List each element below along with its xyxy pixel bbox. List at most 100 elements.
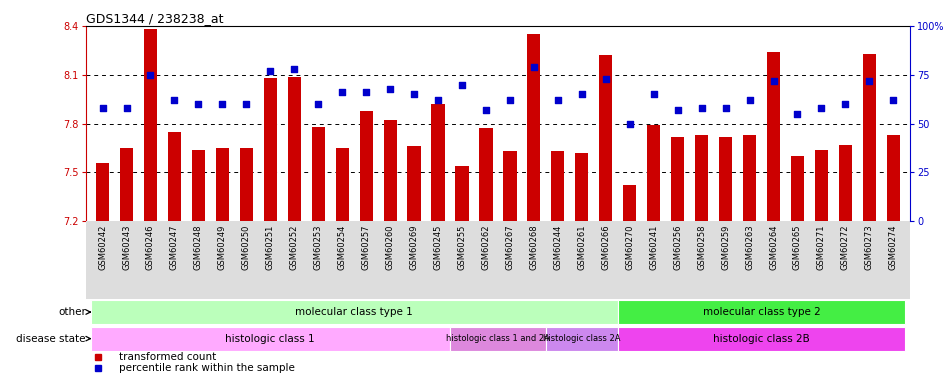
Text: histologic class 1 and 2A: histologic class 1 and 2A	[446, 334, 549, 343]
Bar	[599, 56, 612, 221]
Bar	[670, 136, 684, 221]
Point	[143, 72, 158, 78]
Text: GSM60259: GSM60259	[721, 225, 729, 270]
Point	[190, 101, 206, 107]
Point	[167, 97, 182, 103]
Text: histologic class 1: histologic class 1	[226, 334, 315, 344]
Point	[502, 97, 517, 103]
Text: GDS1344 / 238238_at: GDS1344 / 238238_at	[86, 12, 223, 25]
Text: GSM60270: GSM60270	[625, 225, 634, 270]
Bar	[168, 132, 181, 221]
Point	[310, 101, 326, 107]
Bar	[240, 148, 252, 221]
Point	[382, 86, 397, 92]
Point	[406, 92, 421, 98]
Bar	[526, 34, 540, 221]
Bar	[479, 129, 492, 221]
Text: GSM60263: GSM60263	[744, 225, 753, 270]
Bar	[96, 162, 109, 221]
Point	[837, 101, 852, 107]
Point	[765, 78, 781, 84]
Point	[430, 97, 446, 103]
Bar	[335, 148, 348, 221]
Point	[598, 76, 613, 82]
Bar	[617, 327, 904, 351]
Text: GSM60269: GSM60269	[409, 225, 418, 270]
Text: GSM60265: GSM60265	[792, 225, 802, 270]
Point	[813, 105, 828, 111]
Text: GSM60266: GSM60266	[601, 225, 609, 270]
Text: GSM60253: GSM60253	[313, 225, 323, 270]
Text: GSM60261: GSM60261	[577, 225, 585, 270]
Text: GSM60243: GSM60243	[122, 225, 130, 270]
Bar	[718, 136, 731, 221]
Bar	[90, 327, 449, 351]
Point	[622, 121, 637, 127]
Point	[884, 97, 900, 103]
Point	[717, 105, 732, 111]
Bar	[288, 76, 301, 221]
Bar	[694, 135, 707, 221]
Bar	[191, 150, 205, 221]
Bar	[885, 135, 899, 221]
Text: GSM60262: GSM60262	[481, 225, 490, 270]
Point	[574, 92, 589, 98]
Text: GSM60251: GSM60251	[266, 225, 274, 270]
Bar	[503, 151, 516, 221]
Text: GSM60244: GSM60244	[553, 225, 562, 270]
Point	[287, 66, 302, 72]
Bar	[120, 148, 133, 221]
Text: GSM60247: GSM60247	[169, 225, 179, 270]
Bar	[617, 300, 904, 324]
Text: GSM60248: GSM60248	[193, 225, 203, 270]
Text: GSM60268: GSM60268	[528, 225, 538, 270]
Point	[693, 105, 708, 111]
Text: disease state: disease state	[16, 334, 86, 344]
Point	[526, 64, 541, 70]
Text: GSM60257: GSM60257	[361, 225, 370, 270]
Text: GSM60252: GSM60252	[289, 225, 298, 270]
Bar	[311, 127, 325, 221]
Point	[334, 90, 349, 96]
Point	[119, 105, 134, 111]
Point	[214, 101, 229, 107]
Point	[454, 82, 469, 88]
Text: GSM60273: GSM60273	[864, 225, 873, 270]
Text: transformed count: transformed count	[119, 352, 216, 362]
Text: other: other	[58, 307, 86, 317]
Text: GSM60256: GSM60256	[672, 225, 682, 270]
Bar	[575, 153, 587, 221]
Bar	[623, 185, 636, 221]
Text: GSM60260: GSM60260	[386, 225, 394, 270]
Bar	[455, 166, 468, 221]
Point	[645, 92, 661, 98]
Bar	[814, 150, 827, 221]
Text: GSM60272: GSM60272	[840, 225, 849, 270]
Text: GSM60267: GSM60267	[505, 225, 514, 270]
Text: GSM60249: GSM60249	[218, 225, 227, 270]
Point	[95, 105, 110, 111]
Bar	[646, 125, 660, 221]
Point	[238, 101, 253, 107]
Text: GSM60242: GSM60242	[98, 225, 107, 270]
Bar	[550, 151, 564, 221]
Text: GSM60258: GSM60258	[697, 225, 705, 270]
Text: GSM60264: GSM60264	[768, 225, 777, 270]
Point	[669, 107, 684, 113]
Bar	[545, 327, 617, 351]
Bar	[90, 300, 617, 324]
Text: molecular class type 2: molecular class type 2	[702, 307, 820, 317]
Text: molecular class type 1: molecular class type 1	[295, 307, 412, 317]
Bar	[743, 135, 755, 221]
Text: GSM60254: GSM60254	[337, 225, 347, 270]
Bar	[359, 111, 372, 221]
Text: histologic class 2A: histologic class 2A	[543, 334, 620, 343]
Bar	[790, 156, 803, 221]
Text: GSM60250: GSM60250	[242, 225, 250, 270]
Point	[478, 107, 493, 113]
Bar	[215, 148, 228, 221]
Bar	[264, 78, 277, 221]
Text: GSM60255: GSM60255	[457, 225, 466, 270]
Point	[358, 90, 373, 96]
Point	[861, 78, 876, 84]
